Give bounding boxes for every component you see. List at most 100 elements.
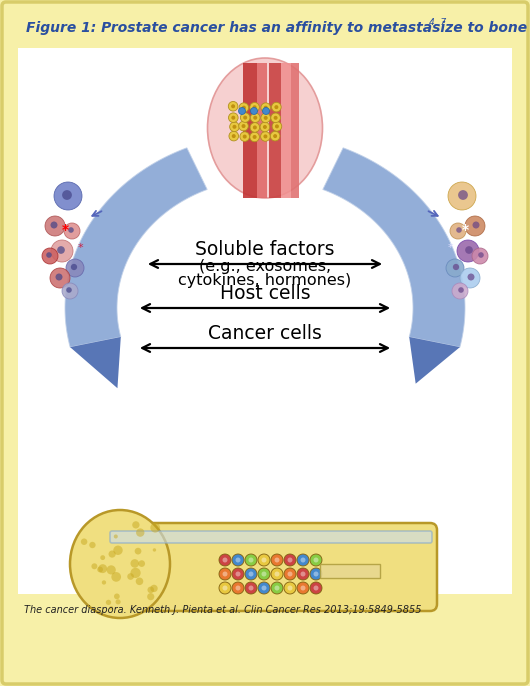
Bar xyxy=(243,63,257,198)
Circle shape xyxy=(465,216,485,236)
Circle shape xyxy=(219,582,231,594)
Circle shape xyxy=(452,283,468,299)
Circle shape xyxy=(223,585,227,591)
Circle shape xyxy=(62,283,78,299)
Circle shape xyxy=(138,560,145,567)
Bar xyxy=(291,63,299,198)
Circle shape xyxy=(235,571,241,576)
Bar xyxy=(257,63,267,198)
Circle shape xyxy=(301,558,305,563)
Text: *: * xyxy=(447,243,453,253)
Circle shape xyxy=(102,580,106,584)
Bar xyxy=(320,564,380,578)
Circle shape xyxy=(113,545,123,555)
FancyBboxPatch shape xyxy=(110,531,432,543)
Circle shape xyxy=(42,248,58,264)
Circle shape xyxy=(264,116,268,120)
Circle shape xyxy=(66,287,72,293)
Circle shape xyxy=(271,102,281,112)
Circle shape xyxy=(314,571,319,576)
Text: Soluble factors: Soluble factors xyxy=(195,240,335,259)
Circle shape xyxy=(261,103,270,113)
Circle shape xyxy=(467,274,474,281)
Circle shape xyxy=(297,554,309,566)
Circle shape xyxy=(106,600,111,605)
Text: Host cells: Host cells xyxy=(220,284,310,303)
Circle shape xyxy=(232,134,236,138)
Circle shape xyxy=(135,547,142,554)
Circle shape xyxy=(250,102,259,112)
Circle shape xyxy=(50,222,57,228)
Circle shape xyxy=(57,246,65,254)
Circle shape xyxy=(97,567,103,572)
Circle shape xyxy=(250,132,259,142)
Circle shape xyxy=(450,223,466,239)
Circle shape xyxy=(235,585,241,591)
Circle shape xyxy=(310,582,322,594)
Circle shape xyxy=(245,554,257,566)
Circle shape xyxy=(109,606,113,610)
Circle shape xyxy=(147,587,154,593)
Circle shape xyxy=(253,116,257,120)
Circle shape xyxy=(151,584,158,592)
Circle shape xyxy=(66,259,84,277)
Circle shape xyxy=(223,571,227,576)
Circle shape xyxy=(219,554,231,566)
Circle shape xyxy=(62,190,72,200)
Circle shape xyxy=(458,190,468,200)
Circle shape xyxy=(68,227,74,233)
Circle shape xyxy=(81,539,87,545)
Circle shape xyxy=(262,108,269,115)
Circle shape xyxy=(232,554,244,566)
Circle shape xyxy=(242,106,246,110)
Circle shape xyxy=(130,559,139,568)
Circle shape xyxy=(271,582,283,594)
Circle shape xyxy=(453,264,459,270)
Circle shape xyxy=(232,568,244,580)
Circle shape xyxy=(238,108,245,115)
Text: *: * xyxy=(61,223,68,237)
Circle shape xyxy=(472,248,488,264)
Circle shape xyxy=(458,287,464,293)
Circle shape xyxy=(231,104,235,108)
Bar xyxy=(281,63,291,198)
Circle shape xyxy=(151,523,160,532)
Circle shape xyxy=(263,134,268,139)
Circle shape xyxy=(275,585,279,591)
Text: Figure 1: Prostate cancer has an affinity to metastasize to bone: Figure 1: Prostate cancer has an affinit… xyxy=(26,21,527,35)
Circle shape xyxy=(275,558,279,563)
Text: The cancer diaspora. Kenneth J. Pienta et al. Clin Cancer Res 2013;19:5849-5855: The cancer diaspora. Kenneth J. Pienta e… xyxy=(24,605,421,615)
Circle shape xyxy=(98,564,107,573)
Circle shape xyxy=(261,585,267,591)
Circle shape xyxy=(242,124,245,128)
Circle shape xyxy=(71,264,77,270)
Circle shape xyxy=(314,558,319,563)
Circle shape xyxy=(261,132,270,141)
Circle shape xyxy=(251,108,258,115)
Circle shape xyxy=(272,121,282,131)
Circle shape xyxy=(127,573,134,580)
Circle shape xyxy=(241,113,250,122)
Circle shape xyxy=(250,113,260,123)
Circle shape xyxy=(245,568,257,580)
Circle shape xyxy=(260,122,270,132)
Circle shape xyxy=(271,554,283,566)
Circle shape xyxy=(457,240,479,262)
Circle shape xyxy=(56,274,63,281)
Circle shape xyxy=(456,227,462,233)
Ellipse shape xyxy=(70,510,170,618)
Circle shape xyxy=(284,568,296,580)
Circle shape xyxy=(136,578,143,585)
Circle shape xyxy=(132,521,139,528)
Circle shape xyxy=(301,571,305,576)
Circle shape xyxy=(235,558,241,563)
Circle shape xyxy=(314,585,319,591)
Circle shape xyxy=(153,548,156,552)
Circle shape xyxy=(271,113,280,123)
Text: (e.g., exosomes,: (e.g., exosomes, xyxy=(199,259,331,274)
Circle shape xyxy=(114,534,118,539)
Circle shape xyxy=(264,106,268,110)
Text: *: * xyxy=(77,243,83,253)
Circle shape xyxy=(275,571,279,576)
Circle shape xyxy=(249,571,253,576)
